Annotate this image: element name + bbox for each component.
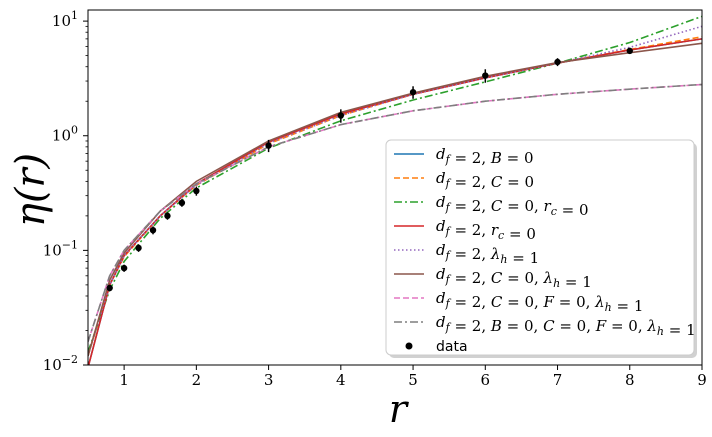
legend-label: df = 2, λh = 1	[436, 241, 539, 267]
data-point	[149, 226, 157, 234]
y-axis: 10−2 10−1 100 101	[43, 9, 88, 374]
x-tick-label: 7	[553, 371, 563, 389]
legend-label: df = 2, B = 0	[436, 145, 534, 167]
legend: df = 2, B = 0df = 2, C = 0df = 2, C = 0,…	[385, 139, 697, 358]
legend-label: df = 2, C = 0, F = 0, λh = 1	[436, 289, 643, 315]
x-axis-label: r	[389, 387, 410, 431]
data-point	[178, 199, 186, 207]
data-point	[193, 187, 200, 195]
data-point	[164, 212, 171, 220]
legend-box	[385, 139, 695, 356]
x-tick-label: 5	[408, 371, 418, 389]
y-tick-label: 10−2	[43, 353, 78, 374]
x-tick-label: 4	[336, 371, 346, 389]
data-points-layer	[106, 47, 633, 292]
x-tick-label: 3	[264, 371, 274, 389]
data-point	[554, 58, 561, 66]
data-point	[337, 112, 345, 119]
legend-label: df = 2, C = 0	[436, 169, 534, 191]
x-tick-label: 1	[119, 371, 129, 389]
data-point	[409, 88, 417, 96]
legend-swatch-data	[405, 342, 413, 350]
data-point	[265, 142, 272, 149]
x-tick-label: 9	[697, 371, 707, 389]
data-point	[626, 47, 633, 55]
plot-frame	[87, 9, 703, 366]
data-point	[106, 284, 113, 292]
x-tick-label: 8	[625, 371, 635, 389]
legend-label-data: data	[436, 339, 468, 355]
y-tick-label: 101	[52, 9, 78, 30]
x-axis: 1 2 3 4 5 6 7 8 9	[119, 365, 707, 389]
x-tick-label: 6	[481, 371, 491, 389]
y-tick-label: 100	[52, 124, 78, 145]
series-line-6	[88, 42, 702, 357]
legend-label: df = 2, rc = 0	[436, 217, 536, 243]
legend-label: df = 2, B = 0, C = 0, F = 0, λh = 1	[436, 313, 696, 339]
data-point	[482, 72, 489, 79]
data-point	[120, 264, 128, 272]
series-line-8	[88, 83, 702, 342]
legend-label: df = 2, C = 0, rc = 0	[436, 193, 589, 219]
y-axis-label: η(r)	[8, 153, 54, 227]
legend-label: df = 2, C = 0, λh = 1	[436, 265, 592, 291]
y-tick-label: 10−1	[43, 238, 78, 259]
x-tick-label: 2	[192, 371, 202, 389]
data-point	[135, 244, 142, 252]
